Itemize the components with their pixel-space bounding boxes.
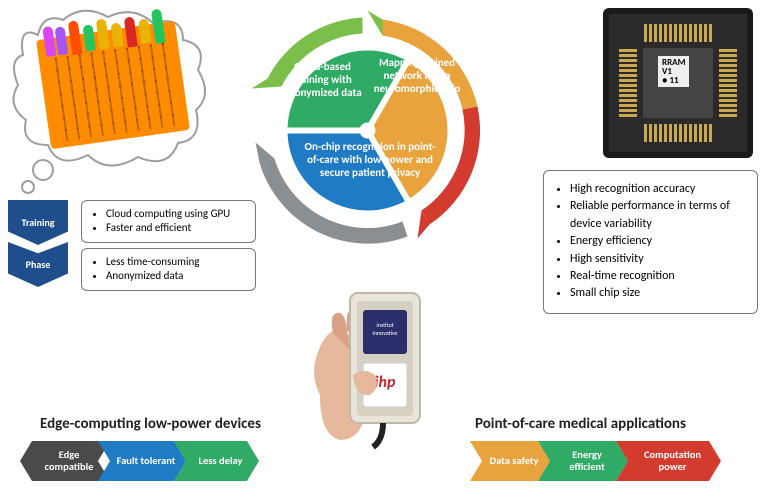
left-arrows: Edge compatible Fault tolerant Less dela… (20, 441, 259, 481)
arrow-edge: Edge compatible (20, 441, 110, 481)
svg-text:innovative: innovative (372, 329, 397, 337)
arrow-comp: Computation power (616, 441, 721, 481)
chip-photo: RRAMV1● 11 (603, 8, 753, 158)
svg-text:institut: institut (376, 321, 393, 329)
right-heading: Point-of-care medical applications (475, 415, 686, 433)
arrow-data: Data safety (470, 441, 550, 481)
bullet: Real-time recognition (570, 268, 745, 285)
bullet: Energy efficiency (570, 233, 745, 250)
svg-text:ihp: ihp (375, 373, 396, 392)
chip-label: RRAMV1● 11 (658, 56, 689, 87)
pie-seg2-label: Mapping trained network into a neuromorp… (373, 56, 461, 96)
handheld-device: institut innovative ihp (305, 275, 445, 450)
arrow-delay: Less delay (174, 441, 259, 481)
bullet: Anonymized data (106, 269, 245, 283)
phase-info-box: Less time-consuming Anonymized data (81, 248, 256, 291)
pie-seg3-label: On-chip recognition in point-of-care wit… (300, 140, 440, 180)
bullet: Cloud computing using GPU (106, 207, 245, 221)
training-info-box: Cloud computing using GPU Faster and eff… (81, 200, 256, 243)
bullet: High sensitivity (570, 251, 745, 268)
arrow-fault: Fault tolerant (98, 441, 186, 481)
bullet: High recognition accuracy (570, 181, 745, 198)
right-arrows: Data safety Energy efficient Computation… (470, 441, 721, 481)
test-tube-rack (36, 21, 190, 149)
thought-bubble (8, 5, 208, 185)
bullet: Reliable performance in terms of device … (570, 198, 745, 233)
bullet: Small chip size (570, 285, 745, 302)
chip-features-box: High recognition accuracy Reliable perfo… (543, 170, 758, 314)
pie-seg1-label: Cloud-based training with anonymized dat… (280, 60, 365, 100)
training-phase-chevrons: Training Phase Cloud computing using GPU… (8, 200, 68, 287)
chevron-label: Phase (26, 258, 51, 271)
bullet: Faster and efficient (106, 221, 245, 235)
chevron-label: Training (21, 216, 54, 229)
bullet: Less time-consuming (106, 255, 245, 269)
chevron-training: Training (8, 200, 68, 245)
left-heading: Edge-computing low-power devices (40, 415, 261, 433)
chevron-phase: Phase (8, 242, 68, 287)
cycle-diagram: Cloud-based training with anonymized dat… (245, 8, 490, 253)
arrow-energy: Energy efficient (538, 441, 628, 481)
